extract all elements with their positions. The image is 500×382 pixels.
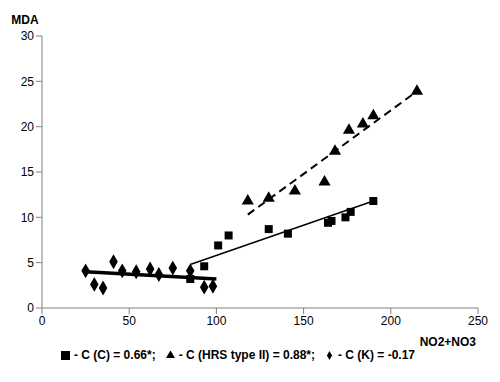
svg-text:MDA: MDA (11, 13, 39, 27)
svg-text:50: 50 (123, 314, 137, 328)
html-text:- C (K) = -0.17: - C (K) = -0.17 (338, 348, 415, 362)
svg-text:150: 150 (294, 314, 314, 328)
svg-text:NO2+NO3: NO2+NO3 (420, 335, 477, 349)
svg-text:100: 100 (206, 314, 226, 328)
html-text:- C (C) = 0.66*;: - C (C) = 0.66*; (74, 348, 156, 362)
svg-text:0: 0 (39, 314, 46, 328)
svg-text:30: 30 (21, 29, 35, 43)
svg-text:25: 25 (21, 75, 35, 89)
svg-text:0: 0 (27, 301, 34, 315)
svg-text:15: 15 (21, 165, 35, 179)
html-text:- C (HRS type II) = 0.88*;: - C (HRS type II) = 0.88*; (178, 348, 315, 362)
svg-text:250: 250 (468, 314, 488, 328)
svg-text:200: 200 (381, 314, 401, 328)
svg-text:10: 10 (21, 211, 35, 225)
svg-text:20: 20 (21, 120, 35, 134)
svg-text:5: 5 (27, 256, 34, 270)
